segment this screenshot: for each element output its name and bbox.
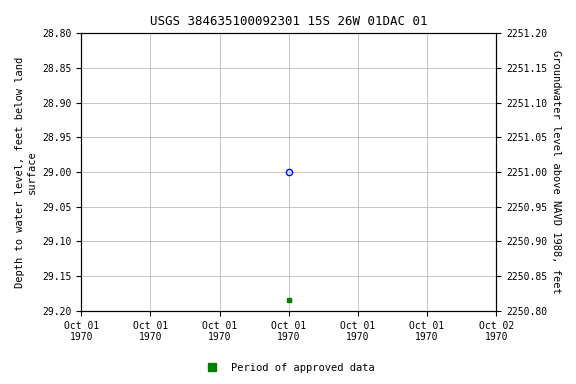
Title: USGS 384635100092301 15S 26W 01DAC 01: USGS 384635100092301 15S 26W 01DAC 01 bbox=[150, 15, 427, 28]
Y-axis label: Depth to water level, feet below land
surface: Depth to water level, feet below land su… bbox=[15, 56, 37, 288]
Y-axis label: Groundwater level above NAVD 1988, feet: Groundwater level above NAVD 1988, feet bbox=[551, 50, 561, 294]
Legend: Period of approved data: Period of approved data bbox=[198, 359, 378, 377]
